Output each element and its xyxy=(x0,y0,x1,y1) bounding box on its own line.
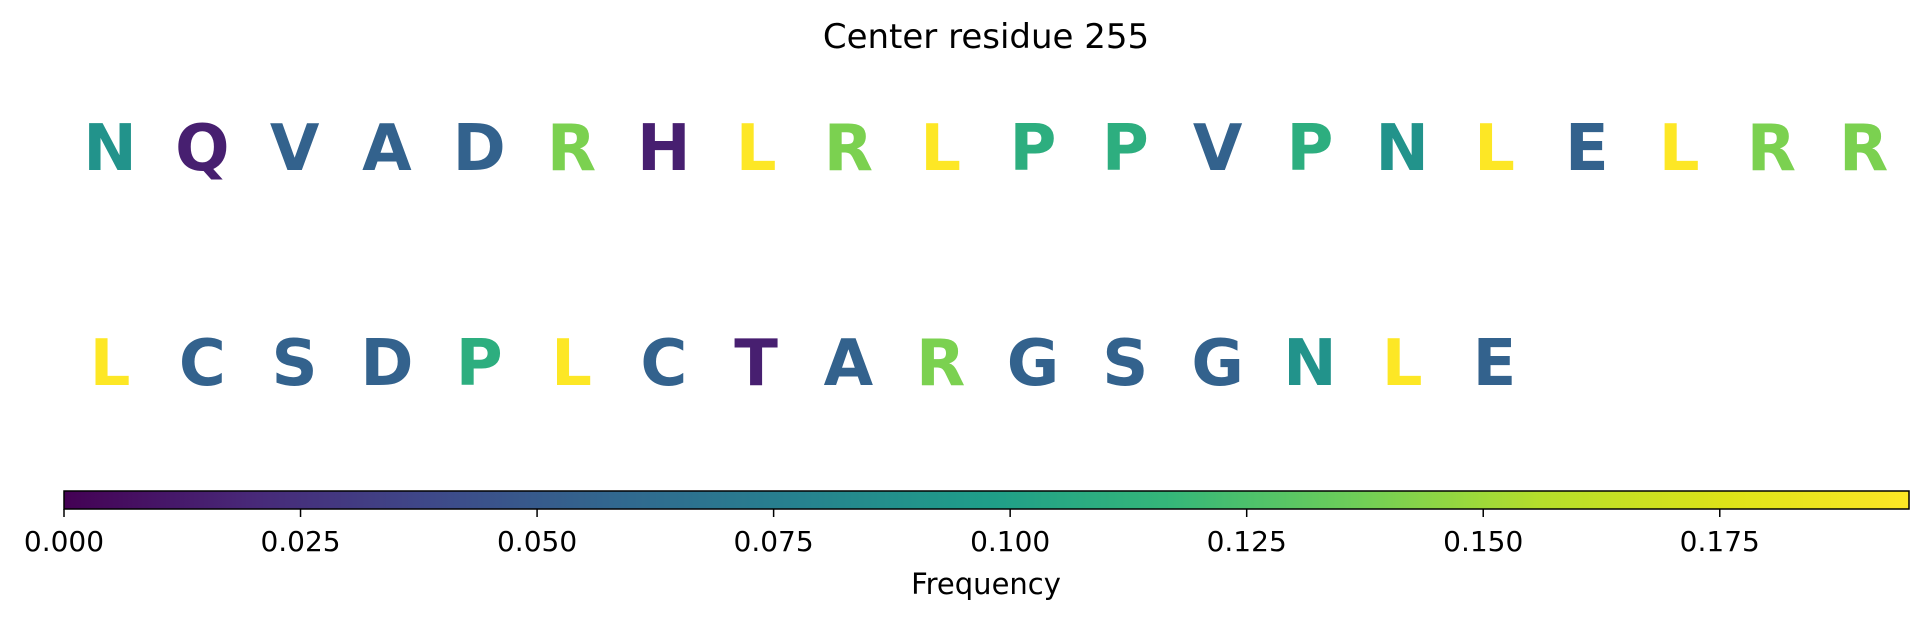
residue-letter: Q xyxy=(175,112,229,186)
residue-letter: N xyxy=(83,112,137,186)
residue-letter: P xyxy=(1102,112,1149,186)
residue-letter: R xyxy=(547,112,596,186)
residue-letter: R xyxy=(916,327,965,401)
residue-letter: R xyxy=(1747,112,1796,186)
residue-letter: L xyxy=(1382,327,1423,401)
residue-letter: L xyxy=(736,112,777,186)
residue-letter: E xyxy=(1565,112,1609,186)
colorbar-label: Frequency xyxy=(911,567,1061,601)
colorbar-gradient xyxy=(63,490,1910,510)
residue-letter: R xyxy=(824,112,873,186)
colorbar-tick-label: 0.125 xyxy=(1207,525,1287,558)
residue-letter: A xyxy=(362,112,412,186)
residue-letter: A xyxy=(824,327,874,401)
residue-letter: C xyxy=(179,327,226,401)
residue-letter: E xyxy=(1473,327,1517,401)
residue-letter: P xyxy=(1286,112,1333,186)
residue-letter: L xyxy=(90,327,131,401)
residue-letter: V xyxy=(1193,112,1243,186)
residue-letter: H xyxy=(637,112,691,186)
residue-letter: G xyxy=(1007,327,1060,401)
colorbar: 0.000 0.025 0.050 0.075 0.100 0.125 0.150 0.175… xyxy=(24,490,1910,601)
residue-letter: N xyxy=(1375,112,1429,186)
residue-letter: R xyxy=(1839,112,1888,186)
residue-letter: G xyxy=(1191,327,1244,401)
colorbar-ticks: 0.000 0.025 0.050 0.075 0.100 0.125 0.150 0.175 xyxy=(24,509,1760,558)
colorbar-tick-label: 0.025 xyxy=(260,525,340,558)
residue-letter: S xyxy=(1102,327,1148,401)
colorbar-tick-label: 0.075 xyxy=(734,525,814,558)
residue-letter: P xyxy=(456,327,503,401)
colorbar-tick-label: 0.175 xyxy=(1680,525,1760,558)
residue-letter: N xyxy=(1283,327,1337,401)
colorbar-tick-label: 0.100 xyxy=(970,525,1050,558)
colorbar-tick-label: 0.050 xyxy=(497,525,577,558)
residue-letter: L xyxy=(551,327,592,401)
residue-letter: T xyxy=(734,327,778,401)
residue-letter: L xyxy=(1659,112,1700,186)
chart-title: Center residue 255 xyxy=(823,17,1149,57)
residue-letter: V xyxy=(270,112,320,186)
residue-letter: D xyxy=(453,112,506,186)
colorbar-tick-label: 0.150 xyxy=(1443,525,1523,558)
colorbar-tick-label: 0.000 xyxy=(24,525,104,558)
residue-rows: N Q V A D R H L R L P P V P N L E L R RL C S D P L C T A R G S G N L E xyxy=(83,112,1888,401)
residue-letter: L xyxy=(920,112,961,186)
residue-letter: S xyxy=(272,327,318,401)
residue-letter: P xyxy=(1010,112,1057,186)
residue-letter: C xyxy=(640,327,687,401)
residue-letter: L xyxy=(1474,112,1515,186)
residue-letter: D xyxy=(360,327,413,401)
